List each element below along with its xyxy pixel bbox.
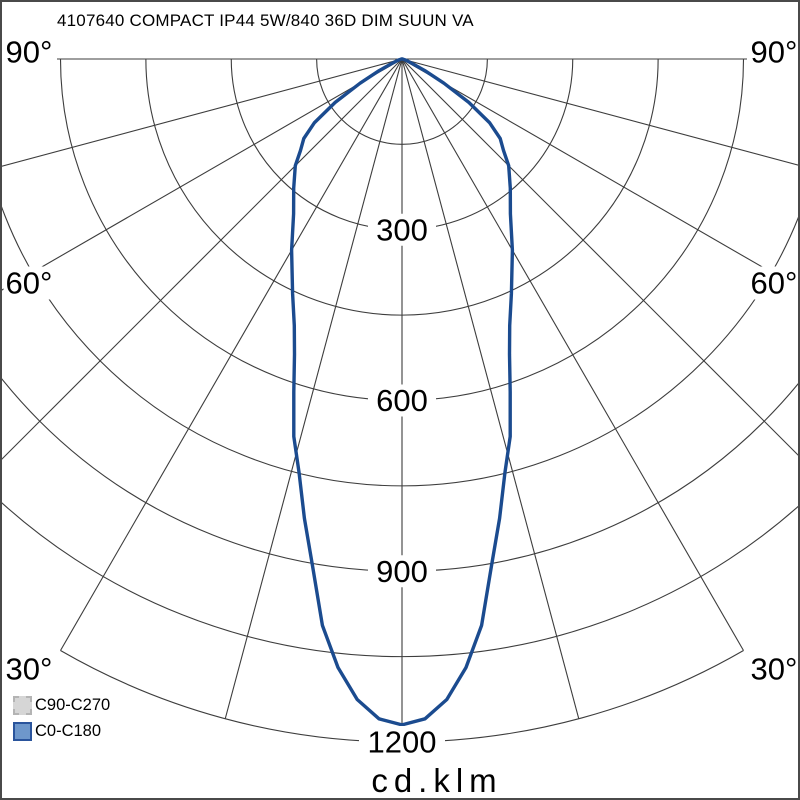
grid-radial-R75 (401, 58, 798, 166)
angle-label-right-30: 30° (748, 651, 798, 687)
legend: C90-C270 C0-C180 (13, 696, 110, 748)
grid-radial-L60 (2, 58, 403, 291)
angle-label-right-60: 60° (748, 265, 798, 301)
diagram-title: 4107640 COMPACT IP44 5W/840 36D DIM SUUN… (57, 11, 474, 30)
axis-unit-label: cd.klm (371, 762, 503, 799)
tick-halo-300 (368, 213, 436, 246)
angle-label-left-60: 60° (3, 265, 55, 301)
grid-radial-L30 (60, 58, 403, 651)
radial-tick-label-600: 600 (376, 383, 428, 418)
legend-swatch-c0-c180-icon (13, 722, 32, 741)
radial-tick-label-900: 900 (376, 554, 428, 589)
grid-radial-R30 (401, 58, 744, 651)
angle-label-left-30: 30° (3, 651, 55, 687)
grid-radial-R15 (401, 58, 580, 719)
grid-radial-R60 (401, 58, 798, 289)
angle-label-left-90: 90° (3, 34, 55, 70)
legend-item-c0-c180: C0-C180 (13, 722, 110, 741)
legend-label-c0-c180: C0-C180 (35, 722, 102, 740)
grid-radial-R45 (401, 58, 798, 456)
grid-radial-L45 (2, 58, 403, 460)
radial-tick-label-1200: 1200 (368, 725, 437, 760)
grid-radial-L15 (224, 58, 403, 719)
legend-item-c90-c270: C90-C270 (13, 696, 110, 715)
tick-halo-1200 (359, 726, 445, 758)
angle-label-right-90: 90° (748, 34, 798, 70)
grid-arc-750 (2, 206, 798, 487)
legend-label-c90-c270: C90-C270 (35, 696, 111, 714)
tick-halo-900 (368, 555, 436, 588)
tick-halo-600 (368, 384, 436, 417)
grid-radial-L75 (2, 58, 403, 167)
curve-c0-c180 (289, 57, 515, 727)
radial-tick-label-300: 300 (376, 212, 428, 247)
legend-swatch-c90-c270-icon (13, 696, 32, 715)
